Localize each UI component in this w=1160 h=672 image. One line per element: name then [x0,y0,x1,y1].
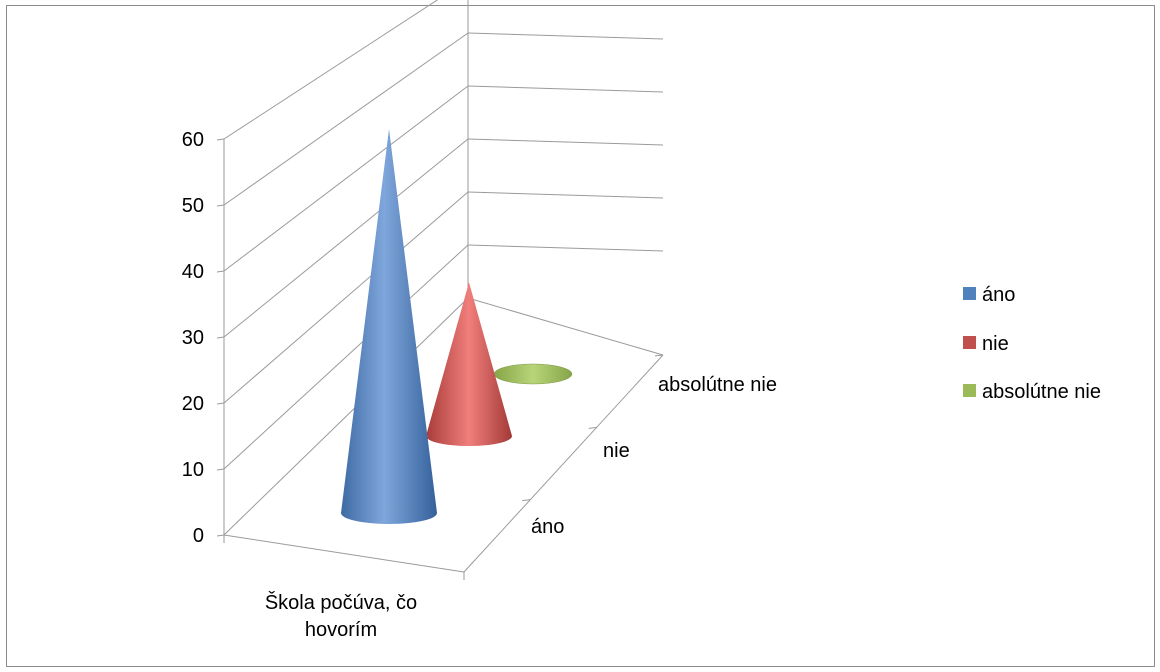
depth-axis-label: áno [531,516,564,538]
y-tick-mark-30 [216,336,225,339]
y-tick-mark-60 [216,138,225,141]
floor-back-edge [467,297,664,356]
legend-label: nie [982,333,1009,355]
gridline-back-30 [467,138,664,146]
gridline-left-30 [223,138,469,338]
gridline-back-10 [467,244,664,252]
category-label-line-1: Škola počúva, čo [265,591,417,614]
depth-axis-line [463,354,664,573]
gridline-left-10 [223,244,469,470]
axis-labels: 0 10 20 30 40 50 60 áno nie absolútne nie Škola po… [182,129,777,641]
y-tick-label: 10 [182,459,204,481]
y-tick-mark-20 [216,402,225,405]
floor-front-edge [223,534,465,573]
gridline-left-50 [223,32,469,206]
depth-tick-mark-2 [588,426,597,429]
y-tick-label: 20 [182,393,204,415]
legend-label: absolútne nie [982,381,1101,403]
gridline-left-40 [223,85,469,272]
y-tick-mark-50 [216,204,225,207]
chart-walls [223,0,664,573]
cone-absolútne-nie [493,363,573,385]
y-tick-mark-0 [216,534,225,537]
category-label-line-2: hovorím [305,619,377,641]
depth-axis-label: nie [603,440,630,462]
gridline-left-0 [223,297,469,536]
gridline-back-20 [467,191,664,199]
y-tick-mark-40 [216,270,225,273]
y-tick-label: 60 [182,129,204,151]
legend-swatch [963,287,976,300]
y-tick-label: 30 [182,327,204,349]
gridline-back-50 [467,32,664,40]
gridline-left-60 [223,0,439,140]
y-tick-label: 50 [182,195,204,217]
depth-tick-mark-3 [654,354,664,357]
cone-áno [341,129,437,524]
chart-marks [341,129,573,524]
cone-nie [426,282,512,446]
depth-axis-label: absolútne nie [658,374,777,396]
y-tick-mark-10 [216,468,225,471]
y-tick-label: 40 [182,261,204,283]
legend-label: áno [982,284,1015,306]
y-tick-label: 0 [193,525,204,547]
legend-swatch [963,384,976,397]
gridline-back-40 [467,85,664,93]
depth-tick-mark-1 [522,499,531,502]
legend-swatch [963,336,976,349]
axis-ticks [216,138,664,580]
legend: áno nie absolútne nie [963,284,1101,403]
gridline-left-20 [223,191,469,404]
